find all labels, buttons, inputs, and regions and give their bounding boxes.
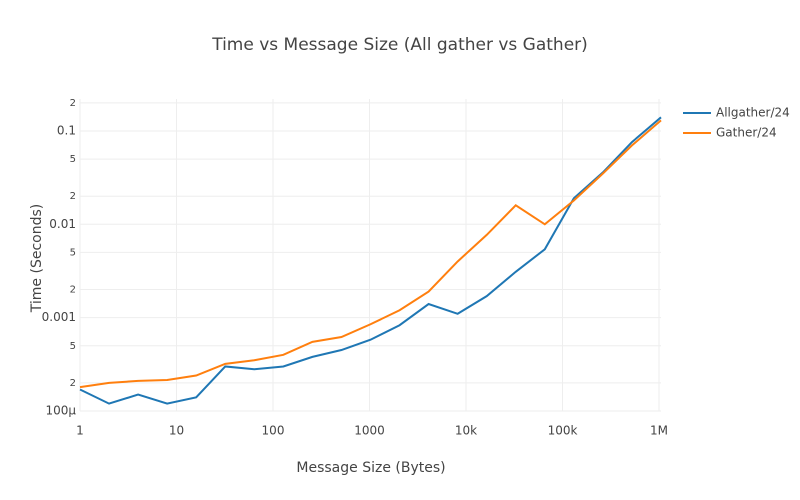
legend-label: Gather/24 [716, 126, 777, 140]
plot-area [79, 116, 662, 405]
y-tick-label: 0.01 [49, 217, 76, 231]
chart-title: Time vs Message Size (All gather vs Gath… [211, 35, 588, 55]
x-tick-label: 1M [650, 424, 668, 438]
y-tick-label: 0.1 [57, 123, 76, 137]
y-tick-label: 5 [70, 247, 76, 258]
y-tick-label: 2 [70, 378, 76, 389]
x-tick-label: 10 [169, 424, 184, 438]
x-tick-label: 100k [548, 424, 578, 438]
y-tick-label: 100µ [45, 404, 76, 418]
x-tick-label: 100 [262, 424, 285, 438]
y-axis-title: Time (Seconds) [29, 204, 45, 313]
y-tick-label: 5 [70, 341, 76, 352]
y-tick-label: 2 [70, 191, 76, 202]
series-line [79, 116, 662, 405]
y-tick-label: 2 [70, 98, 76, 109]
x-tick-label: 1000 [354, 424, 385, 438]
x-tick-label: 1 [76, 424, 84, 438]
x-tick-label: 10k [455, 424, 477, 438]
legend-label: Allgather/24 [716, 106, 790, 120]
y-tick-label: 2 [70, 285, 76, 296]
y-tick-label: 0.001 [42, 310, 76, 324]
series-line [79, 119, 662, 389]
legend: Allgather/24 Gather/24 [683, 106, 790, 140]
grid: 100µ 2 5 0.001 2 5 0.01 2 5 0.1 2 1 10 100 1000 10k 100k… [42, 98, 668, 438]
y-tick-label: 5 [70, 154, 76, 165]
x-axis-title: Message Size (Bytes) [296, 460, 445, 476]
